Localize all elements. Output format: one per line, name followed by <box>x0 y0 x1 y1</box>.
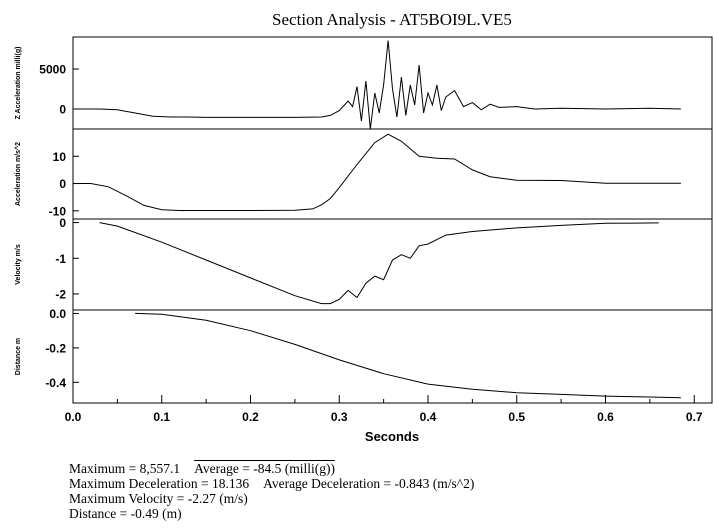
panel-frame <box>72 36 713 130</box>
y-tick-label: 0 <box>59 216 66 230</box>
stats-row-1: Maximum = 8,557.1 Average = -84.5 (milli(… <box>69 461 474 476</box>
x-tick-label: 0.5 <box>508 410 525 424</box>
distance-stat: Distance = -0.49 (m) <box>69 506 182 521</box>
statistics-summary: Maximum = 8,557.1 Average = -84.5 (milli(… <box>69 461 474 521</box>
y-tick-label: 5000 <box>39 63 66 77</box>
x-axis-label: Seconds <box>365 429 419 444</box>
stats-row-2: Maximum Deceleration = 18.136 Average Dec… <box>69 476 474 491</box>
y-tick-label: 0.0 <box>49 307 66 321</box>
stats-row-4: Distance = -0.49 (m) <box>69 506 474 521</box>
series-line <box>99 222 659 305</box>
y-tick-label: 10 <box>53 150 67 164</box>
avg-deceleration-stat: Average Deceleration = -0.843 (m/s^2) <box>263 476 475 491</box>
y-axis-label: Z Acceleration milli(g) <box>15 47 22 120</box>
y-tick-label: -0.2 <box>45 341 66 355</box>
series-line <box>73 40 681 130</box>
x-tick-label: 0.3 <box>331 410 348 424</box>
x-tick-label: 0.6 <box>597 410 614 424</box>
series-line <box>73 133 681 211</box>
y-tick-label: -2 <box>55 287 66 301</box>
x-tick-label: 0.4 <box>420 410 437 424</box>
stats-row-3: Maximum Velocity = -2.27 (m/s) <box>69 491 474 506</box>
maximum-stat: Maximum = 8,557.1 <box>69 461 181 476</box>
panel-frame <box>72 309 713 404</box>
panel-frame <box>72 218 713 311</box>
y-tick-label: -1 <box>55 252 66 266</box>
y-tick-label: 0 <box>59 177 66 191</box>
y-axis-label: Acceleration m/s^2 <box>14 142 22 206</box>
y-tick-label: 0 <box>59 103 66 117</box>
y-axis-label: Velocity m/s <box>15 244 22 285</box>
chart-title: Section Analysis - AT5BOI9L.VE5 <box>272 10 512 29</box>
x-tick-label: 0.2 <box>242 410 259 424</box>
y-tick-label: -0.4 <box>45 376 66 390</box>
y-axis-label: Distance m <box>15 338 22 375</box>
x-tick-label: 0.0 <box>65 410 82 424</box>
y-tick-label: -10 <box>49 204 67 218</box>
x-tick-label: 0.1 <box>153 410 170 424</box>
series-line <box>135 312 681 399</box>
max-deceleration-stat: Maximum Deceleration = 18.136 <box>69 476 250 491</box>
average-stat: Average = -84.5 (milli(g)) <box>194 461 335 476</box>
panel-frame <box>72 128 713 220</box>
max-velocity-stat: Maximum Velocity = -2.27 (m/s) <box>69 491 248 506</box>
x-tick-label: 0.7 <box>686 410 703 424</box>
